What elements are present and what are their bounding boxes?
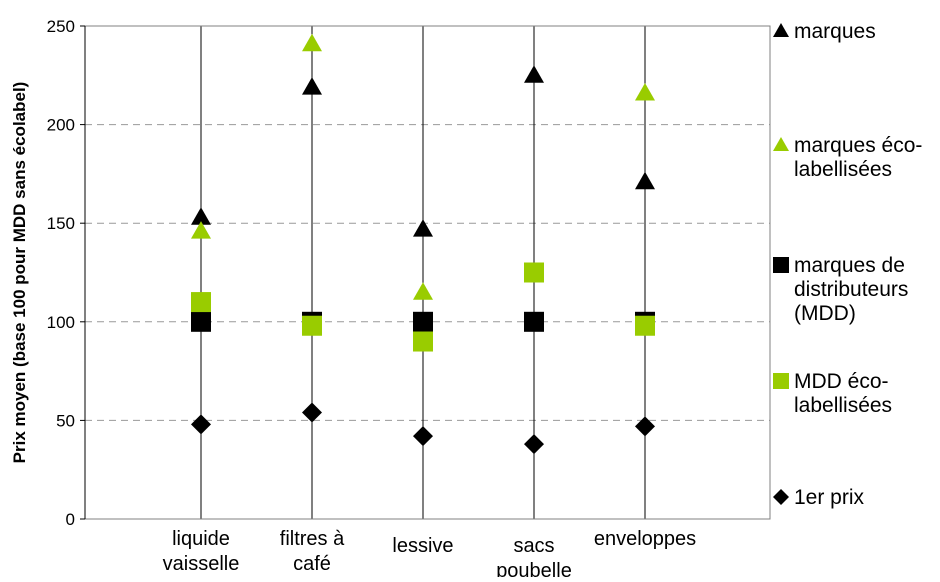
point-s0-c3: [524, 65, 544, 83]
marks-layer: [191, 33, 655, 455]
legend-marker-shape-3: [773, 373, 789, 389]
label-layer: 0 50 100 150 200 250 Prix moyen (base 100 pour…: [10, 17, 696, 582]
legend-marker-triangle-icon: [772, 134, 790, 156]
point-s0-c4: [635, 171, 655, 190]
category-label-2: lessive: [392, 535, 453, 557]
legend-marker-square-icon: [772, 254, 790, 276]
legend-marker-square-icon: [772, 370, 790, 392]
legend-marker-shape-1: [773, 137, 789, 151]
point-s1-c1: [302, 33, 322, 52]
point-s4-c0: [191, 414, 211, 435]
point-s0-c2: [413, 219, 433, 237]
point-s4-c4: [635, 416, 655, 437]
point-s2-c0: [191, 311, 211, 332]
y-tick-label-200: 200: [47, 116, 75, 135]
category-label-0: liquide: [172, 528, 230, 550]
point-s1-c0: [191, 221, 211, 239]
category-label-3: sacs: [513, 535, 554, 557]
legend-label: MDD éco- labellisées: [794, 370, 893, 417]
category-label-4: enveloppes: [594, 528, 696, 550]
y-tick-label-150: 150: [47, 214, 75, 233]
legend-marker-shape-0: [773, 23, 789, 37]
legend-marker-shape-4: [773, 489, 789, 505]
category-label-line2-1: café: [293, 553, 331, 575]
grid-layer: [85, 26, 770, 519]
legend-label: marques de distributeurs (MDD): [794, 254, 909, 325]
point-s0-c0: [191, 207, 211, 225]
category-label-line2-3: poubelle: [496, 560, 572, 577]
point-s3-c2: [413, 331, 433, 352]
plot-frame: [84, 25, 771, 520]
point-s2-c2: [413, 311, 433, 332]
point-s1-c2: [413, 282, 433, 300]
point-s4-c2: [413, 426, 433, 447]
point-s3-c1: [302, 315, 322, 336]
category-label-1: filtres à: [280, 528, 345, 550]
legend-item-0: marques: [772, 20, 876, 44]
point-s0-c1: [302, 77, 322, 95]
y-tick-label-250: 250: [47, 17, 75, 36]
legend-marker-triangle-icon: [772, 20, 790, 42]
legend-item-3: MDD éco- labellisées: [772, 370, 892, 418]
legend-item-2: marques de distributeurs (MDD): [772, 254, 908, 326]
legend-marker-shape-2: [773, 257, 789, 273]
point-s3-c0: [191, 292, 211, 313]
legend-label: marques éco- labellisées: [794, 134, 923, 181]
legend-label: marques: [794, 20, 876, 43]
point-s3-c4: [635, 315, 655, 336]
y-tick-label-50: 50: [56, 411, 75, 430]
legend-item-4: 1er prix: [772, 486, 864, 510]
point-s4-c1: [302, 402, 322, 423]
axis-layer: [80, 25, 771, 520]
category-label-line2-0: vaisselle: [163, 553, 240, 575]
point-s2-c3: [524, 311, 544, 332]
point-s4-c3: [524, 434, 544, 455]
legend-marker-diamond-icon: [772, 486, 790, 508]
y-tick-label-0: 0: [66, 510, 75, 529]
legend-label: 1er prix: [794, 486, 865, 509]
point-s3-c3: [524, 262, 544, 283]
y-axis-title: Prix moyen (base 100 pour MDD sans écola…: [10, 82, 29, 464]
legend-item-1: marques éco- labellisées: [772, 134, 922, 182]
point-s1-c4: [635, 83, 655, 101]
y-tick-label-100: 100: [47, 313, 75, 332]
